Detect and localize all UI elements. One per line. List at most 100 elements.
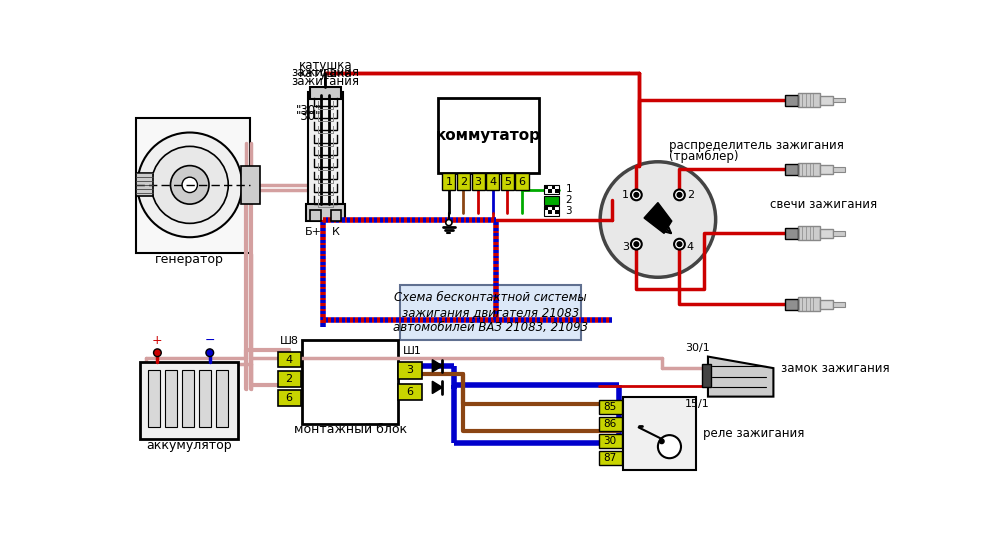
Bar: [544, 195, 559, 205]
Text: 2: 2: [565, 195, 572, 205]
Circle shape: [674, 189, 685, 200]
Bar: [136, 118, 250, 253]
Bar: [140, 362, 238, 439]
Circle shape: [677, 193, 682, 197]
Bar: [439, 98, 538, 173]
Bar: [308, 92, 343, 212]
Circle shape: [677, 242, 682, 246]
Text: аккумулятор: аккумулятор: [147, 438, 232, 452]
Polygon shape: [432, 381, 442, 394]
Bar: [555, 189, 559, 193]
Circle shape: [151, 146, 228, 223]
Text: 86: 86: [604, 419, 617, 429]
Circle shape: [631, 239, 641, 250]
Bar: [819, 96, 833, 105]
Bar: [182, 370, 195, 428]
Circle shape: [154, 349, 161, 357]
Text: 3: 3: [475, 177, 482, 187]
Text: 2: 2: [460, 177, 467, 187]
Bar: [277, 352, 301, 367]
Circle shape: [600, 162, 716, 277]
Bar: [548, 185, 552, 189]
Bar: [819, 165, 833, 174]
Bar: [544, 206, 559, 216]
Bar: [833, 302, 845, 306]
Bar: [548, 210, 552, 214]
Bar: [555, 185, 559, 189]
Bar: [833, 231, 845, 236]
Text: коммутатор: коммутатор: [436, 128, 541, 143]
Text: 6: 6: [518, 177, 525, 187]
Polygon shape: [644, 203, 672, 233]
Bar: [500, 173, 514, 190]
Bar: [310, 87, 341, 99]
Text: распределитель зажигания: распределитель зажигания: [669, 139, 844, 152]
Circle shape: [137, 133, 242, 237]
Text: катушка: катушка: [299, 67, 353, 80]
Bar: [400, 285, 581, 340]
Circle shape: [206, 349, 213, 357]
Text: 1: 1: [565, 185, 572, 194]
Bar: [215, 370, 228, 428]
Circle shape: [659, 439, 664, 443]
Bar: [784, 228, 798, 239]
Text: Ш1: Ш1: [403, 346, 422, 356]
Text: зажигания: зажигания: [291, 75, 359, 88]
Bar: [552, 206, 555, 210]
Bar: [310, 210, 321, 221]
Text: 30/1: 30/1: [685, 343, 710, 353]
Bar: [819, 229, 833, 238]
Text: 15/1: 15/1: [685, 399, 710, 409]
Circle shape: [658, 435, 681, 458]
Text: 85: 85: [604, 402, 617, 412]
Bar: [136, 173, 153, 197]
Bar: [544, 189, 548, 193]
Bar: [702, 364, 711, 387]
Bar: [277, 390, 301, 406]
Bar: [552, 189, 555, 193]
Text: генератор: генератор: [155, 253, 224, 266]
Text: Схема бесконтактной системы
зажигания двигателя 21083
автомобилей ВАЗ 21083, 210: Схема бесконтактной системы зажигания дв…: [393, 291, 588, 334]
Text: замок зажигания: замок зажигания: [781, 361, 890, 375]
Circle shape: [171, 165, 209, 204]
Text: "30": "30": [296, 104, 322, 117]
Bar: [302, 340, 398, 424]
Bar: [277, 371, 301, 387]
Bar: [487, 173, 499, 190]
Text: 5: 5: [503, 177, 510, 187]
Bar: [552, 185, 555, 189]
Polygon shape: [708, 357, 774, 396]
Text: К: К: [332, 227, 340, 237]
Bar: [784, 164, 798, 175]
Bar: [798, 227, 819, 240]
Bar: [165, 370, 178, 428]
Text: "30": "30": [296, 110, 322, 123]
Text: реле зажигания: реле зажигания: [703, 426, 804, 440]
Bar: [544, 210, 548, 214]
Text: монтажный блок: монтажный блок: [294, 423, 407, 436]
Text: −: −: [205, 334, 215, 347]
Text: 30: 30: [604, 436, 617, 446]
Bar: [515, 173, 528, 190]
Bar: [599, 452, 622, 465]
Circle shape: [674, 239, 685, 250]
Bar: [331, 210, 342, 221]
Text: 4: 4: [490, 177, 496, 187]
Bar: [819, 300, 833, 309]
Text: +: +: [152, 334, 163, 347]
Bar: [798, 297, 819, 311]
Bar: [798, 93, 819, 107]
Bar: [798, 163, 819, 176]
Text: 3: 3: [565, 206, 572, 216]
Bar: [624, 396, 696, 470]
Bar: [398, 383, 421, 400]
Bar: [555, 206, 559, 210]
Bar: [833, 98, 845, 103]
Text: 4: 4: [687, 242, 694, 252]
Circle shape: [635, 242, 638, 246]
Text: 2: 2: [286, 374, 293, 384]
Bar: [544, 185, 559, 194]
Text: Ш8: Ш8: [280, 336, 299, 346]
Text: 6: 6: [406, 387, 413, 397]
Text: 87: 87: [604, 453, 617, 463]
